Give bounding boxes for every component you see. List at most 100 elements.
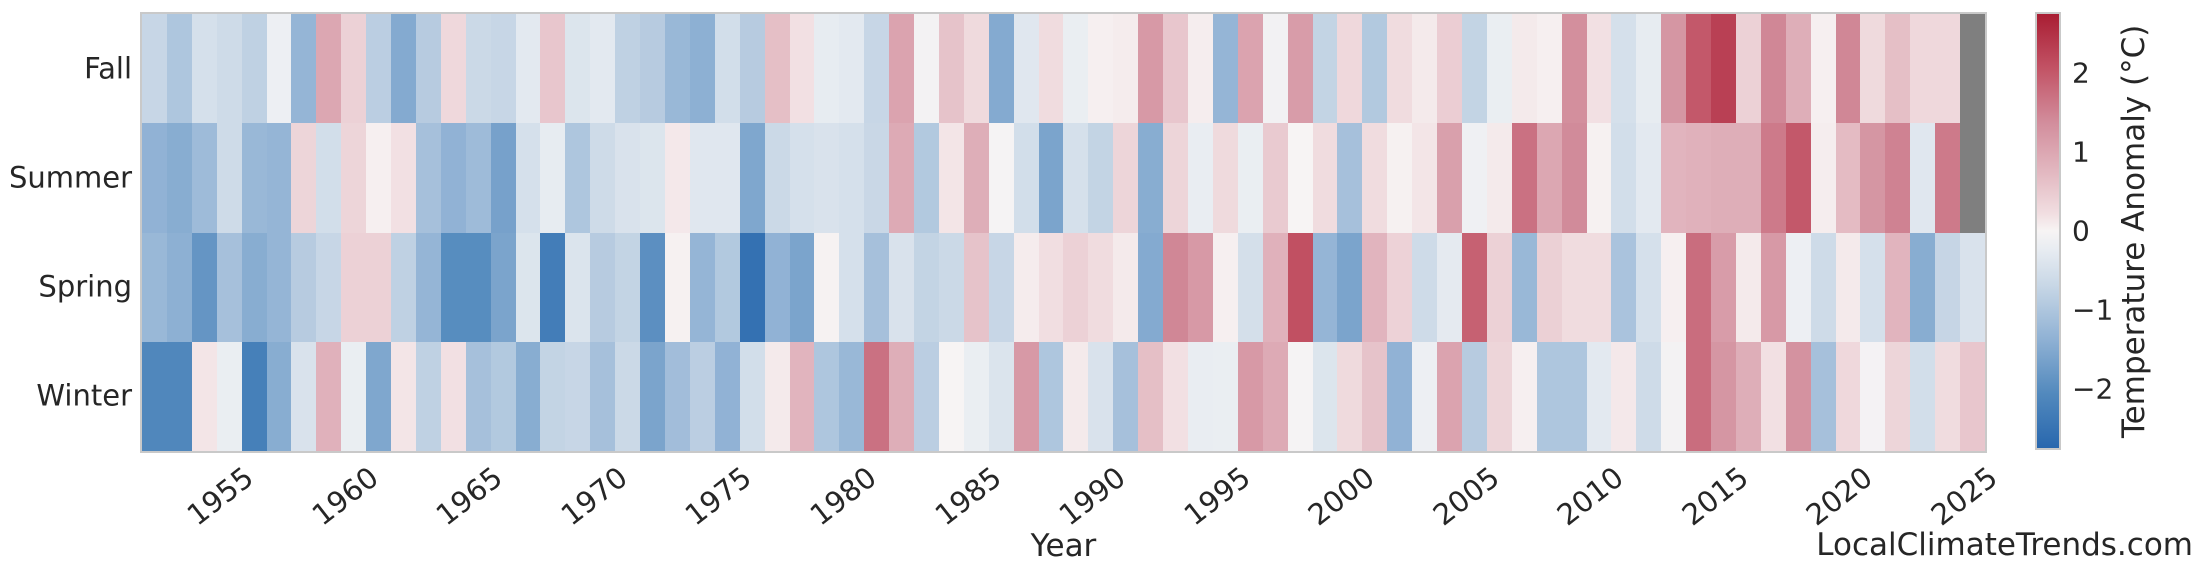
heatmap-cell-spring-1978 bbox=[789, 232, 815, 342]
heatmap-cell-summer-1962 bbox=[391, 123, 416, 233]
heatmap-cell-spring-2009 bbox=[1561, 232, 1587, 342]
heatmap-cell-fall-2003 bbox=[1412, 14, 1438, 124]
heatmap-cell-spring-2017 bbox=[1760, 232, 1786, 342]
heatmap-cell-spring-1981 bbox=[864, 232, 890, 342]
heatmap-cell-spring-1959 bbox=[316, 232, 342, 342]
heatmap-cell-spring-2013 bbox=[1661, 232, 1687, 342]
heatmap-cell-fall-2019 bbox=[1810, 14, 1836, 124]
colorbar-axis-label: Temperature Anomaly (°C) bbox=[2116, 24, 2152, 438]
heatmap-cell-winter-1981 bbox=[864, 341, 890, 451]
heatmap-cell-summer-1979 bbox=[814, 123, 840, 233]
heatmap-cell-summer-1975 bbox=[714, 123, 740, 233]
heatmap-cell-spring-2007 bbox=[1511, 232, 1537, 342]
heatmap-cell-winter-1952 bbox=[142, 341, 167, 451]
heatmap-cell-spring-1969 bbox=[565, 232, 591, 342]
heatmap-cell-spring-1957 bbox=[266, 232, 292, 342]
heatmap-cell-spring-1958 bbox=[291, 232, 317, 342]
heatmap-cell-spring-1999 bbox=[1312, 232, 1338, 342]
heatmap-cell-fall-1984 bbox=[938, 14, 964, 124]
heatmap-cell-winter-2012 bbox=[1636, 341, 1662, 451]
heatmap-cell-winter-1996 bbox=[1237, 341, 1263, 451]
heatmap-cell-summer-1977 bbox=[764, 123, 790, 233]
heatmap-cell-winter-1961 bbox=[366, 341, 392, 451]
heatmap-cell-fall-1994 bbox=[1188, 14, 1213, 124]
heatmap-cell-winter-1985 bbox=[963, 341, 989, 451]
heatmap-cell-winter-1971 bbox=[615, 341, 641, 451]
heatmap-cell-winter-1983 bbox=[914, 341, 939, 451]
heatmap-cell-winter-1992 bbox=[1138, 341, 1164, 451]
heatmap-cell-fall-1978 bbox=[789, 14, 815, 124]
heatmap-cell-winter-1987 bbox=[1013, 341, 1039, 451]
heatmap-cell-fall-2025 bbox=[1960, 14, 1985, 124]
heatmap-cell-winter-1969 bbox=[565, 341, 591, 451]
heatmap-cell-winter-1960 bbox=[341, 341, 367, 451]
heatmap-cell-summer-1978 bbox=[789, 123, 815, 233]
heatmap-cell-spring-1973 bbox=[665, 232, 690, 342]
heatmap-cell-spring-2016 bbox=[1735, 232, 1761, 342]
heatmap-cell-summer-1960 bbox=[341, 123, 367, 233]
heatmap-cell-summer-1953 bbox=[166, 123, 192, 233]
heatmap-cell-fall-1973 bbox=[665, 14, 690, 124]
heatmap-cell-winter-2018 bbox=[1785, 341, 1811, 451]
heatmap-cell-fall-1952 bbox=[142, 14, 167, 124]
heatmap-cell-spring-2015 bbox=[1711, 232, 1736, 342]
heatmap-cell-winter-1964 bbox=[440, 341, 466, 451]
heatmap-cell-fall-1980 bbox=[839, 14, 865, 124]
heatmap-cell-summer-1986 bbox=[988, 123, 1014, 233]
heatmap-cell-fall-1962 bbox=[391, 14, 416, 124]
heatmap-cell-summer-1968 bbox=[540, 123, 566, 233]
heatmap-cell-spring-1993 bbox=[1163, 232, 1189, 342]
heatmap-cell-fall-2008 bbox=[1536, 14, 1562, 124]
heatmap-cell-winter-2007 bbox=[1511, 341, 1537, 451]
heatmap-cell-summer-1966 bbox=[490, 123, 516, 233]
heatmap-cell-winter-2015 bbox=[1711, 341, 1736, 451]
heatmap-cell-winter-1999 bbox=[1312, 341, 1338, 451]
heatmap-cell-winter-1970 bbox=[590, 341, 616, 451]
heatmap-cell-spring-1994 bbox=[1188, 232, 1213, 342]
heatmap-cell-winter-1978 bbox=[789, 341, 815, 451]
heatmap-cell-spring-1966 bbox=[490, 232, 516, 342]
heatmap-cell-summer-1956 bbox=[241, 123, 267, 233]
heatmap-cell-summer-1970 bbox=[590, 123, 616, 233]
heatmap-cell-fall-1959 bbox=[316, 14, 342, 124]
heatmap-cell-spring-1965 bbox=[465, 232, 491, 342]
heatmap-cell-spring-2019 bbox=[1810, 232, 1836, 342]
heatmap-cell-spring-1989 bbox=[1063, 232, 1089, 342]
heatmap-cell-spring-1964 bbox=[440, 232, 466, 342]
heatmap-cell-spring-1997 bbox=[1262, 232, 1288, 342]
heatmap-cell-winter-1984 bbox=[938, 341, 964, 451]
heatmap-cell-fall-2010 bbox=[1586, 14, 1612, 124]
heatmap-cell-fall-1970 bbox=[590, 14, 616, 124]
heatmap-cell-summer-1974 bbox=[689, 123, 715, 233]
heatmap-cell-winter-2019 bbox=[1810, 341, 1836, 451]
heatmap-cell-spring-1990 bbox=[1088, 232, 1114, 342]
heatmap-cell-spring-2011 bbox=[1611, 232, 1637, 342]
heatmap-cell-spring-1995 bbox=[1212, 232, 1238, 342]
heatmap-cell-spring-1967 bbox=[515, 232, 541, 342]
heatmap-cell-spring-1968 bbox=[540, 232, 566, 342]
heatmap-cell-fall-2002 bbox=[1387, 14, 1413, 124]
heatmap-cell-fall-1976 bbox=[739, 14, 765, 124]
heatmap-cell-fall-1955 bbox=[216, 14, 242, 124]
heatmap-cell-spring-2012 bbox=[1636, 232, 1662, 342]
heatmap-cell-summer-2010 bbox=[1586, 123, 1612, 233]
heatmap-cell-spring-1988 bbox=[1038, 232, 1064, 342]
heatmap-cell-summer-1965 bbox=[465, 123, 491, 233]
heatmap-cell-winter-1958 bbox=[291, 341, 317, 451]
heatmap-cell-winter-1965 bbox=[465, 341, 491, 451]
heatmap-cell-spring-1961 bbox=[366, 232, 392, 342]
heatmap-cell-winter-2023 bbox=[1910, 341, 1936, 451]
heatmap-cell-fall-1974 bbox=[689, 14, 715, 124]
heatmap-cell-spring-2000 bbox=[1337, 232, 1363, 342]
heatmap-cell-fall-2023 bbox=[1910, 14, 1936, 124]
heatmap-cell-spring-1974 bbox=[689, 232, 715, 342]
heatmap-cell-summer-1999 bbox=[1312, 123, 1338, 233]
heatmap-cell-winter-1957 bbox=[266, 341, 292, 451]
heatmap-cell-summer-2024 bbox=[1935, 123, 1961, 233]
heatmap-cell-summer-1969 bbox=[565, 123, 591, 233]
heatmap-cell-spring-1977 bbox=[764, 232, 790, 342]
heatmap-cell-summer-2005 bbox=[1461, 123, 1487, 233]
heatmap-cell-spring-2006 bbox=[1486, 232, 1512, 342]
heatmap-cell-summer-1995 bbox=[1212, 123, 1238, 233]
heatmap-cell-spring-1987 bbox=[1013, 232, 1039, 342]
